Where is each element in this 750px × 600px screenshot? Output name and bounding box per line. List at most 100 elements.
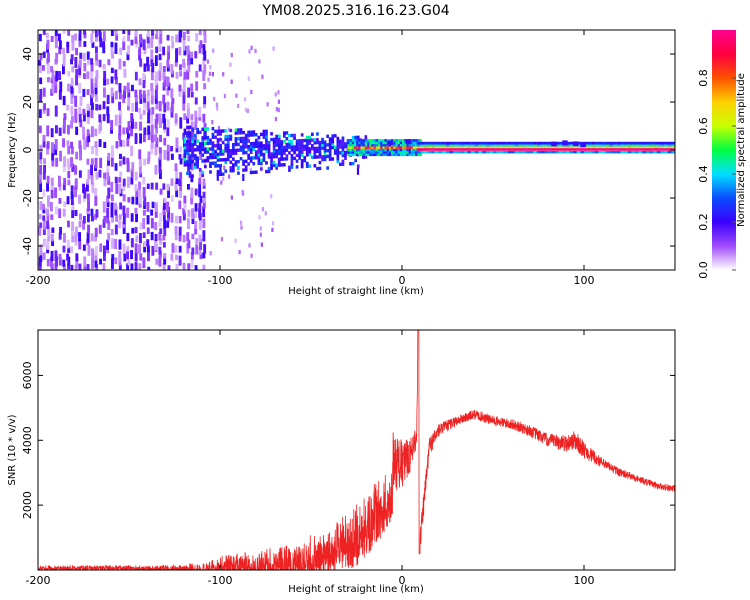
- spectrogram-cell: [259, 232, 262, 237]
- spectrogram-cell: [146, 202, 150, 212]
- spectrogram-cell: [397, 148, 400, 152]
- spectrogram-cell: [410, 153, 414, 157]
- spectrogram-cell: [234, 148, 238, 153]
- spectrogram-cell: [209, 153, 212, 157]
- spectrogram-cell: [131, 118, 134, 129]
- spectrogram-cell: [260, 141, 263, 145]
- spectrogram-cell: [191, 208, 194, 220]
- spectrogram-cell: [91, 145, 95, 155]
- spectrogram-cell: [386, 151, 390, 154]
- spectrogram-cell: [114, 257, 118, 265]
- spectrogram-cell: [131, 102, 135, 112]
- spectrogram-cell: [667, 151, 672, 154]
- spectrogram-cell: [83, 73, 86, 79]
- spectrogram-cell: [341, 142, 345, 146]
- spectrogram-cell: [285, 131, 289, 135]
- spectrogram-cell: [103, 172, 106, 179]
- spectrogram-cell: [90, 62, 94, 72]
- spectrogram-cell: [71, 201, 75, 211]
- spectrogram-cell: [187, 50, 191, 61]
- spectrogram-cell: [467, 144, 472, 147]
- spectrogram-cell: [223, 93, 226, 99]
- spectrogram-cell: [594, 151, 599, 154]
- spectrogram-cell: [254, 156, 258, 160]
- spectrogram-cell: [58, 257, 62, 266]
- spectrogram-cell: [102, 263, 106, 270]
- spectrogram-cell: [277, 149, 281, 153]
- spectrogram-cell: [237, 160, 240, 164]
- spectrogram-cell: [51, 145, 54, 154]
- spectrogram-cell: [367, 139, 370, 142]
- spectrogram-cell: [211, 150, 215, 154]
- spectrogram-cell: [624, 148, 628, 151]
- spectrogram-cell: [194, 221, 198, 229]
- spectrogram-cell: [500, 151, 505, 154]
- spectrogram-cell: [98, 224, 102, 234]
- spectrogram-cell: [288, 139, 291, 144]
- spectrogram-cell: [211, 127, 215, 131]
- spectrogram-cell: [62, 64, 65, 75]
- spectrogram-cell: [638, 144, 643, 147]
- spectrogram-cell: [86, 103, 90, 111]
- spectrogram-cell: [235, 93, 238, 98]
- spectrogram-cell: [242, 151, 245, 155]
- spectrogram-cell: [123, 68, 127, 78]
- spectrogram-cell: [514, 151, 519, 154]
- spectrogram-cell: [415, 153, 418, 157]
- spectrogram-cell: [544, 151, 548, 154]
- spectrogram-cell: [378, 143, 381, 147]
- spectrogram-cell: [333, 148, 337, 152]
- spectrogram-cell: [290, 148, 294, 152]
- spectrogram-cell: [262, 135, 266, 139]
- spectrogram-cell: [412, 141, 416, 145]
- spectrogram-cell: [118, 220, 122, 229]
- spectrogram-cell: [154, 206, 158, 218]
- spectrogram-cell: [110, 67, 114, 73]
- spectrogram-cell: [382, 148, 385, 152]
- spectrogram-cell: [300, 139, 304, 143]
- spectrogram-cell: [354, 143, 357, 147]
- spectrogram-cell: [280, 157, 284, 161]
- spectrogram-cell: [254, 138, 258, 143]
- spectrogram-cell: [295, 147, 299, 152]
- spectrogram-cell: [219, 132, 222, 136]
- spectrogram-cell: [380, 151, 383, 154]
- spectrogram-cell: [95, 146, 99, 156]
- spectrogram-cell: [565, 144, 570, 147]
- spectrogram-x-ticks: -200 -100 0 100: [26, 30, 595, 287]
- spectrogram-cell: [328, 145, 332, 150]
- spectrogram-cell: [229, 128, 233, 133]
- spectrogram-cell: [216, 152, 220, 156]
- spectrogram-cell: [203, 83, 207, 90]
- spectrogram-cell: [360, 143, 363, 147]
- spectrogram-cell: [362, 139, 366, 142]
- spectrogram-cell: [194, 116, 198, 124]
- spectrogram-cell: [445, 144, 450, 147]
- spectrogram-cell: [139, 233, 142, 244]
- spectrogram-cell: [150, 56, 154, 67]
- spectrogram-cell: [174, 163, 178, 172]
- spectrogram-cell: [460, 144, 464, 147]
- spectrogram-cell: [163, 76, 167, 87]
- spectrogram-cell: [671, 144, 675, 147]
- spectrogram-cell: [106, 113, 110, 124]
- spectrogram-cell: [364, 155, 368, 159]
- spectrogram-cell: [99, 120, 102, 131]
- spectrogram-cell: [204, 133, 207, 137]
- spectrogram-cell: [94, 235, 97, 242]
- spectrogram-cell: [474, 148, 479, 151]
- spectrogram-cell: [230, 52, 233, 58]
- spectrogram-cell: [267, 155, 271, 159]
- spectrogram-cell: [423, 141, 428, 145]
- spectrogram-y-tick-label: -40: [21, 237, 34, 255]
- spectrogram-cell: [384, 153, 387, 157]
- spectrogram-cell: [423, 146, 428, 149]
- spectrogram-cell: [150, 140, 154, 149]
- spectrogram-cell: [188, 145, 192, 149]
- spectrogram-cell: [195, 238, 199, 245]
- spectrogram-cell: [653, 144, 657, 147]
- spectrogram-cell: [367, 148, 370, 152]
- spectrogram-cell: [360, 148, 363, 152]
- spectrogram-cell: [305, 135, 309, 140]
- spectrogram-cell: [228, 174, 231, 179]
